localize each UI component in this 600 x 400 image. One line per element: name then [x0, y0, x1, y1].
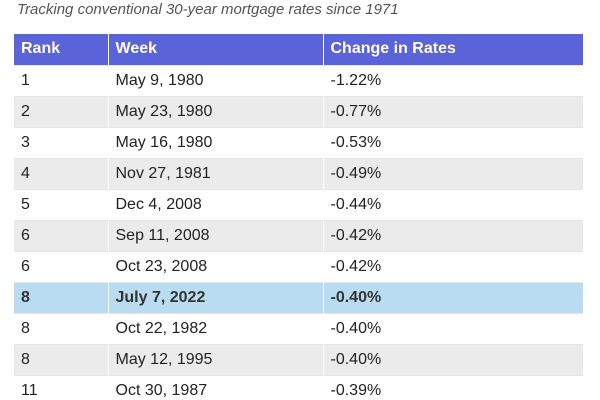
cell-change: -0.42% — [323, 219, 583, 251]
cell-change: -0.44% — [323, 188, 583, 220]
table-row: 6 Sep 11, 2008 -0.42% — [14, 219, 583, 251]
cell-change: -0.40% — [323, 312, 583, 344]
cell-week: May 12, 1995 — [108, 343, 324, 375]
cell-week: May 16, 1980 — [108, 126, 324, 158]
cell-week: July 7, 2022 — [108, 281, 324, 313]
column-header-week: Week — [108, 34, 324, 65]
cell-rank: 8 — [14, 281, 109, 313]
table-header-row: Rank Week Change in Rates — [14, 34, 583, 65]
cell-change: -0.39% — [323, 374, 583, 400]
column-header-change: Change in Rates — [323, 34, 583, 65]
column-header-rank: Rank — [14, 34, 109, 65]
cell-change: -1.22% — [323, 64, 583, 96]
table-row: 6 Oct 23, 2008 -0.42% — [14, 250, 583, 282]
cell-rank: 11 — [14, 374, 109, 400]
cell-change: -0.77% — [323, 95, 583, 127]
cell-week: Dec 4, 2008 — [108, 188, 324, 220]
cell-week: May 23, 1980 — [108, 95, 324, 127]
cell-rank: 2 — [14, 95, 109, 127]
table-row-highlighted: 8 July 7, 2022 -0.40% — [14, 281, 583, 313]
cell-rank: 8 — [14, 343, 109, 375]
table-row: 2 May 23, 1980 -0.77% — [14, 95, 583, 127]
table-row: 11 Oct 30, 1987 -0.39% — [14, 374, 583, 400]
table-row: 8 Oct 22, 1982 -0.40% — [14, 312, 583, 344]
cell-rank: 3 — [14, 126, 109, 158]
cell-week: May 9, 1980 — [108, 64, 324, 96]
cell-change: -0.40% — [323, 343, 583, 375]
cell-week: Nov 27, 1981 — [108, 157, 324, 189]
table-row: 1 May 9, 1980 -1.22% — [14, 64, 583, 96]
cell-change: -0.49% — [323, 157, 583, 189]
cell-week: Oct 23, 2008 — [108, 250, 324, 282]
cell-rank: 6 — [14, 250, 109, 282]
table-row: 4 Nov 27, 1981 -0.49% — [14, 157, 583, 189]
table-row: 5 Dec 4, 2008 -0.44% — [14, 188, 583, 220]
cell-rank: 5 — [14, 188, 109, 220]
cell-change: -0.42% — [323, 250, 583, 282]
table-subtitle: Tracking conventional 30-year mortgage r… — [17, 1, 399, 18]
cell-week: Oct 30, 1987 — [108, 374, 324, 400]
cell-week: Oct 22, 1982 — [108, 312, 324, 344]
rate-change-table: Rank Week Change in Rates 1 May 9, 1980 … — [14, 34, 583, 400]
cell-rank: 8 — [14, 312, 109, 344]
cell-change: -0.53% — [323, 126, 583, 158]
table-row: 3 May 16, 1980 -0.53% — [14, 126, 583, 158]
table-row: 8 May 12, 1995 -0.40% — [14, 343, 583, 375]
cell-rank: 6 — [14, 219, 109, 251]
cell-rank: 4 — [14, 157, 109, 189]
cell-rank: 1 — [14, 64, 109, 96]
cell-change: -0.40% — [323, 281, 583, 313]
cell-week: Sep 11, 2008 — [108, 219, 324, 251]
